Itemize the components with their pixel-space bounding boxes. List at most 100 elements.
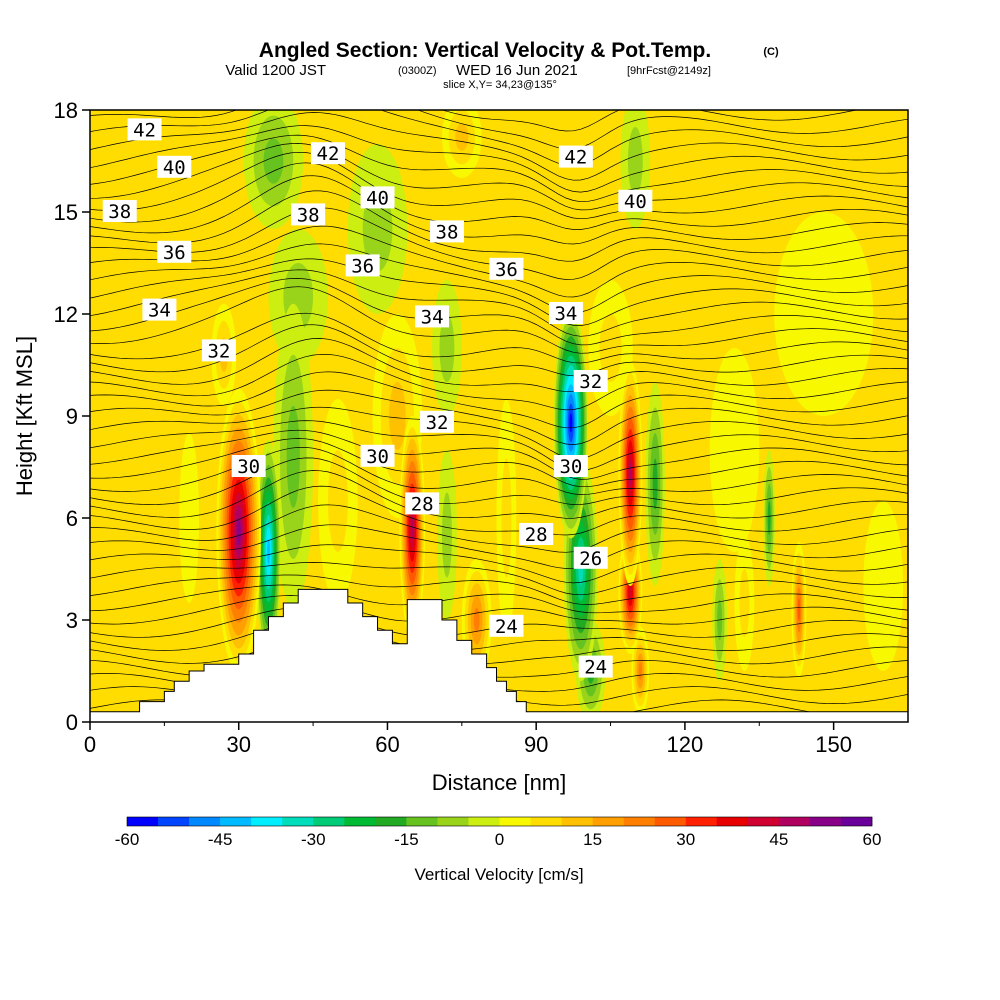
isentrope-label-box bbox=[553, 455, 588, 477]
isentrope-line bbox=[90, 143, 908, 211]
isentrope-label-box bbox=[618, 189, 653, 212]
velocity-cell bbox=[774, 212, 874, 416]
chart-title: Angled Section: Vertical Velocity & Pot.… bbox=[259, 39, 711, 62]
isentrope-line bbox=[90, 406, 908, 460]
velocity-cell bbox=[734, 535, 755, 671]
colorbar-swatch bbox=[375, 817, 407, 826]
valid-prefix: Valid 1200 JST bbox=[225, 62, 326, 79]
velocity-contour-band bbox=[739, 569, 750, 637]
forecast-tag: [9hrFcst@2149z] bbox=[627, 65, 711, 77]
colorbar-tick-label: 30 bbox=[676, 830, 695, 849]
isentrope-line bbox=[90, 524, 908, 569]
velocity-contour-band bbox=[652, 458, 658, 510]
isentrope-label-box bbox=[231, 455, 266, 477]
velocity-contour-band bbox=[179, 433, 200, 603]
isentrope-label-box bbox=[360, 444, 395, 467]
velocity-contour-band bbox=[629, 586, 632, 600]
velocity-cell bbox=[179, 433, 200, 603]
isentrope-label-box bbox=[142, 298, 177, 321]
y-tick-label: 6 bbox=[66, 506, 78, 531]
y-tick-label: 0 bbox=[66, 710, 78, 735]
isentrope-label-box bbox=[558, 145, 593, 168]
velocity-contour-band bbox=[455, 123, 469, 151]
colorbar-swatch bbox=[623, 817, 656, 826]
isentrope-label: 26 bbox=[573, 546, 608, 570]
isentrope-line bbox=[90, 371, 908, 429]
isentrope-label-text: 40 bbox=[366, 187, 389, 209]
velocity-cell bbox=[318, 399, 358, 603]
colorbar-swatch bbox=[716, 817, 749, 826]
isentrope-label: 36 bbox=[489, 257, 524, 281]
isentrope-label: 30 bbox=[360, 444, 395, 468]
isentrope-label-text: 36 bbox=[495, 259, 518, 281]
isentrope-line bbox=[90, 243, 908, 314]
isentrope-line bbox=[90, 175, 908, 245]
isentrope-label-box bbox=[420, 410, 455, 433]
y-axis-label: Height [Kft MSL] bbox=[12, 336, 37, 496]
colorbar: -60 -45 -30 -15 0 15 30 45 60 bbox=[115, 816, 882, 849]
colorbar-tick-label: 60 bbox=[863, 830, 882, 849]
chart-title-tag: (C) bbox=[763, 46, 779, 58]
velocity-cell bbox=[709, 348, 760, 552]
colorbar-tick-label: -45 bbox=[208, 830, 233, 849]
isentrope-line bbox=[90, 584, 908, 614]
velocity-contour-band bbox=[629, 462, 632, 486]
colorbar-swatch bbox=[127, 817, 159, 826]
isentrope-label-box bbox=[489, 257, 524, 280]
isentrope-label-text: 32 bbox=[426, 412, 449, 434]
isentrope-label: 38 bbox=[291, 203, 326, 226]
colorbar-swatch bbox=[530, 817, 562, 826]
isentrope-label: 42 bbox=[127, 118, 162, 141]
velocity-contour-band bbox=[410, 516, 414, 540]
isentrope-label: 38 bbox=[429, 220, 464, 243]
isentrope-line bbox=[90, 134, 908, 203]
isentrope-line bbox=[90, 447, 908, 495]
isentrope-label-text: 26 bbox=[579, 548, 602, 570]
velocity-contour-band bbox=[263, 138, 284, 184]
isentrope-line bbox=[90, 504, 908, 553]
isentrope-label: 42 bbox=[310, 142, 345, 165]
colorbar-tick-label: -30 bbox=[301, 830, 326, 849]
isentrope-label-box bbox=[157, 240, 192, 263]
isentrope-line bbox=[90, 125, 908, 193]
isentrope-label-text: 42 bbox=[133, 119, 156, 141]
isentrope-line bbox=[441, 110, 859, 132]
colorbar-swatch bbox=[251, 817, 283, 826]
velocity-contour-band bbox=[709, 348, 760, 552]
isentrope-label: 36 bbox=[345, 254, 380, 277]
valid-date: WED 16 Jun 2021 bbox=[456, 62, 578, 79]
colorbar-swatch bbox=[313, 817, 345, 826]
velocity-cell bbox=[243, 110, 304, 229]
isentrope-label-box bbox=[405, 492, 440, 515]
x-tick-label: 60 bbox=[375, 732, 399, 757]
isentrope-label: 38 bbox=[102, 200, 137, 223]
isentrope-label-text: 30 bbox=[237, 456, 260, 478]
isentrope-line bbox=[90, 544, 908, 584]
contour-labels: 42 40 38 36 34 32 30 42 40 38 36 38 34 32 30 28 36 34 42 40… bbox=[102, 118, 653, 679]
velocity-cell bbox=[496, 399, 517, 637]
velocity-contour-band bbox=[638, 662, 643, 680]
x-axis: 0 30 60 90 120 150 bbox=[84, 722, 852, 757]
isentrope-label-text: 42 bbox=[564, 147, 587, 169]
colorbar-swatch bbox=[344, 817, 376, 826]
velocity-contour-band bbox=[439, 314, 455, 382]
colorbar-label: Vertical Velocity [cm/s] bbox=[414, 865, 583, 884]
velocity-contour-band bbox=[267, 539, 270, 565]
slice-info: slice X,Y= 34,23@135° bbox=[443, 79, 557, 91]
isentrope-label-text: 28 bbox=[411, 493, 434, 515]
isentrope-line bbox=[90, 190, 908, 262]
velocity-contour-band bbox=[441, 492, 452, 578]
isentrope-line bbox=[90, 389, 908, 445]
isentrope-label-box bbox=[415, 305, 450, 328]
velocity-cell bbox=[347, 144, 408, 314]
isentrope-label: 30 bbox=[553, 455, 588, 478]
colorbar-swatch bbox=[685, 817, 718, 826]
velocity-contour-band bbox=[767, 501, 771, 535]
isentrope-label-box bbox=[489, 614, 524, 637]
x-tick-label: 0 bbox=[84, 732, 96, 757]
isentrope-label-text: 32 bbox=[579, 371, 602, 393]
velocity-contour-band bbox=[389, 382, 406, 450]
velocity-contour-band bbox=[627, 127, 643, 195]
isentrope-line bbox=[90, 286, 908, 354]
isentrope-line bbox=[90, 258, 908, 326]
